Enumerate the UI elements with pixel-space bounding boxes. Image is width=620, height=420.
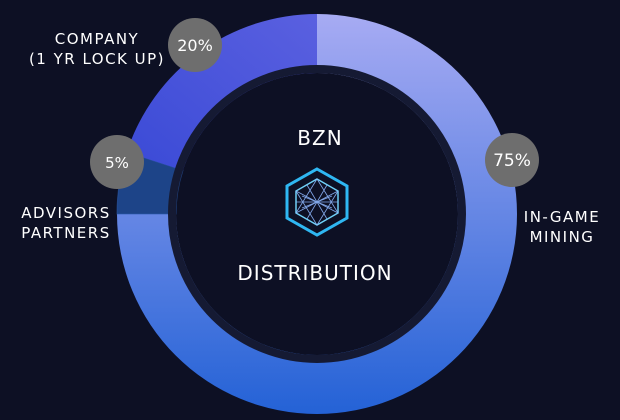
slice-label-line: MINING: [529, 228, 595, 246]
chart-subtitle: DISTRIBUTION: [237, 261, 393, 285]
slice-label-line: ADVISORS: [21, 204, 111, 222]
percent-badge: 75%: [485, 133, 539, 187]
percent-badge-circle: [485, 133, 539, 187]
percent-badge-label: 75%: [493, 151, 531, 171]
slice-label-line: PARTNERS: [21, 224, 111, 242]
slice-label-advisors: ADVISORS PARTNERS: [10, 203, 122, 243]
chart-title: BZN: [297, 126, 343, 150]
slice-label-line: COMPANY: [54, 30, 140, 48]
slice-label-mining: IN-GAME MINING: [512, 207, 612, 247]
percent-badge-label: 20%: [177, 36, 213, 55]
donut-slice-edge: [116, 151, 184, 215]
slice-label-line: (1 YR LOCK UP): [28, 50, 166, 68]
bzn-hexagon-logo-icon: [285, 167, 349, 237]
percent-badge: 5%: [90, 135, 144, 189]
slice-label-company: COMPANY (1 YR LOCK UP): [12, 29, 182, 69]
slice-label-line: IN-GAME: [523, 208, 601, 226]
percent-badge-circle: [90, 135, 144, 189]
donut-slice-2: [126, 14, 317, 171]
percent-badge-label: 5%: [105, 154, 129, 172]
percent-badge-circle: [168, 18, 222, 72]
percent-badge: 20%: [168, 18, 222, 72]
inner-ring: [168, 65, 466, 363]
